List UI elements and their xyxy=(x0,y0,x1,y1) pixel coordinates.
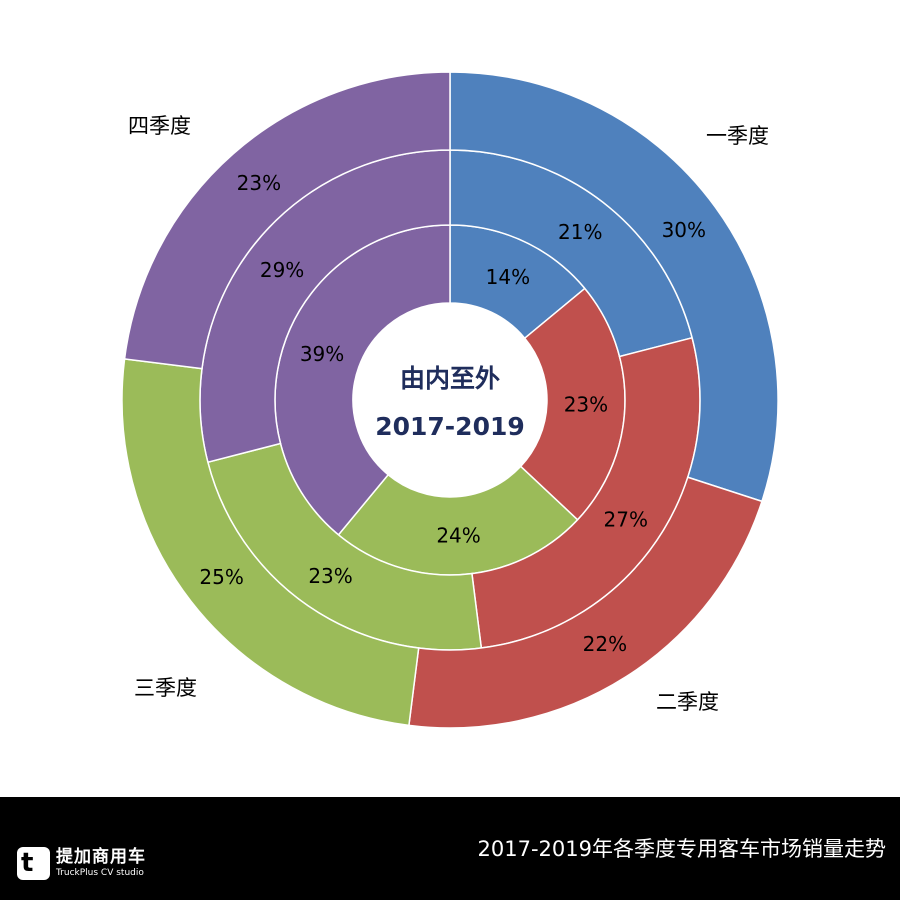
center-text-2: 2017-2019 xyxy=(375,412,525,441)
data-label-2017-q1: 14% xyxy=(486,265,530,289)
slice-2019-q4 xyxy=(123,71,451,370)
data-label-2017-q3: 24% xyxy=(436,524,480,548)
footer-bar: t 提加商用车 TruckPlus CV studio 2017-2019年各季… xyxy=(0,797,900,900)
slice-2019-q3 xyxy=(121,358,420,727)
data-label-2018-q3: 23% xyxy=(308,564,352,588)
data-label-2017-q4: 39% xyxy=(300,342,344,366)
category-label-q2: 二季度 xyxy=(656,690,719,714)
category-label-q1: 一季度 xyxy=(706,124,769,148)
brand-logo: t 提加商用车 TruckPlus CV studio xyxy=(17,847,146,880)
chart-caption: 2017-2019年各季度专用客车市场销量走势 xyxy=(477,837,886,861)
data-label-2017-q2: 23% xyxy=(564,392,608,416)
logo-name: 提加商用车 xyxy=(56,847,146,867)
data-label-2019-q4: 23% xyxy=(237,171,281,195)
category-label-q3: 三季度 xyxy=(134,676,197,700)
data-label-2018-q2: 27% xyxy=(604,507,648,531)
logo-subtitle: TruckPlus CV studio xyxy=(56,868,144,878)
category-label-q4: 四季度 xyxy=(128,114,191,138)
data-label-2018-q4: 29% xyxy=(260,258,304,282)
data-label-2019-q2: 22% xyxy=(583,632,627,656)
data-label-2018-q1: 21% xyxy=(558,220,602,244)
donut-chart: 14% 23% 24% 39% 21% 27% 23% 29% 30% 22% 25% 23% 由内至外… xyxy=(121,71,779,729)
center-text-1: 由内至外 xyxy=(400,364,500,393)
data-label-2019-q3: 25% xyxy=(199,565,243,589)
slice-2019-q1 xyxy=(449,71,779,503)
logo-icon: t xyxy=(17,847,50,880)
donut-hole xyxy=(354,304,546,496)
data-label-2019-q1: 30% xyxy=(662,218,706,242)
